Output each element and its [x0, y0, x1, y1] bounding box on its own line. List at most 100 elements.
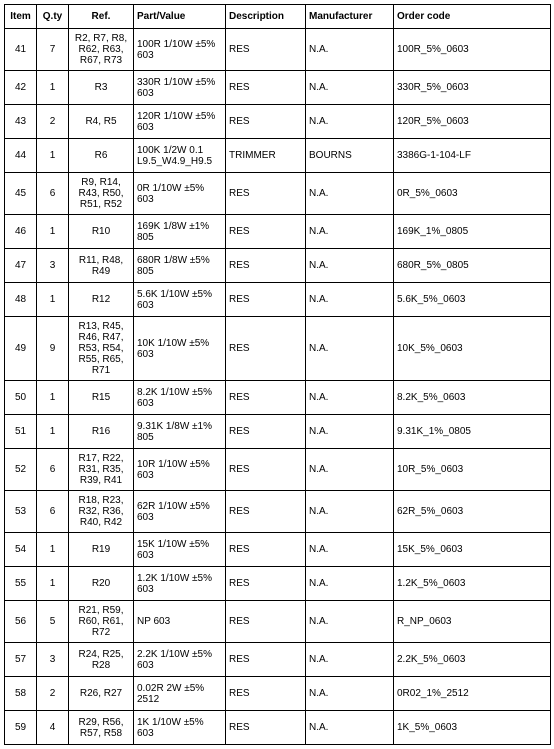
table-row: 582R26, R270.02R 2W ±5% 2512RESN.A.0R02_…: [5, 677, 551, 711]
cell-desc: RES: [226, 105, 306, 139]
cell-qty: 1: [37, 567, 69, 601]
cell-item: 52: [5, 449, 37, 491]
cell-order: 62R_5%_0603: [394, 491, 551, 533]
table-row: 441R6100K 1/2W 0.1 L9.5_W4.9_H9.5TRIMMER…: [5, 139, 551, 173]
cell-ref: R11, R48, R49: [69, 249, 134, 283]
cell-part: 100R 1/10W ±5% 603: [134, 29, 226, 71]
table-row: 473R11, R48, R49680R 1/8W ±5% 805RESN.A.…: [5, 249, 551, 283]
cell-mfr: N.A.: [306, 601, 394, 643]
cell-desc: RES: [226, 29, 306, 71]
cell-ref: R3: [69, 71, 134, 105]
cell-desc: RES: [226, 71, 306, 105]
cell-mfr: N.A.: [306, 449, 394, 491]
cell-desc: RES: [226, 533, 306, 567]
cell-qty: 1: [37, 215, 69, 249]
cell-part: 10R 1/10W ±5% 603: [134, 449, 226, 491]
cell-qty: 1: [37, 139, 69, 173]
cell-qty: 1: [37, 71, 69, 105]
table-row: 421R3330R 1/10W ±5% 603RESN.A.330R_5%_06…: [5, 71, 551, 105]
cell-mfr: N.A.: [306, 249, 394, 283]
cell-desc: RES: [226, 711, 306, 745]
cell-qty: 1: [37, 415, 69, 449]
cell-desc: RES: [226, 249, 306, 283]
col-header-item: Item: [5, 5, 37, 29]
cell-order: 15K_5%_0603: [394, 533, 551, 567]
cell-desc: RES: [226, 677, 306, 711]
cell-part: 120R 1/10W ±5% 603: [134, 105, 226, 139]
cell-order: 0R_5%_0603: [394, 173, 551, 215]
cell-order: 1.2K_5%_0603: [394, 567, 551, 601]
cell-ref: R29, R56, R57, R58: [69, 711, 134, 745]
cell-desc: RES: [226, 173, 306, 215]
cell-ref: R20: [69, 567, 134, 601]
cell-part: 62R 1/10W ±5% 603: [134, 491, 226, 533]
col-header-part: Part/Value: [134, 5, 226, 29]
cell-item: 55: [5, 567, 37, 601]
cell-part: 1.2K 1/10W ±5% 603: [134, 567, 226, 601]
cell-desc: RES: [226, 449, 306, 491]
bom-table: Item Q.ty Ref. Part/Value Description Ma…: [4, 4, 551, 745]
table-row: 461R10169K 1/8W ±1% 805RESN.A.169K_1%_08…: [5, 215, 551, 249]
cell-item: 51: [5, 415, 37, 449]
cell-part: 330R 1/10W ±5% 603: [134, 71, 226, 105]
table-row: 499R13, R45, R46, R47, R53, R54, R55, R6…: [5, 317, 551, 381]
col-header-ref: Ref.: [69, 5, 134, 29]
cell-qty: 3: [37, 249, 69, 283]
cell-mfr: N.A.: [306, 491, 394, 533]
cell-ref: R15: [69, 381, 134, 415]
table-row: 536R18, R23, R32, R36, R40, R4262R 1/10W…: [5, 491, 551, 533]
table-row: 541R1915K 1/10W ±5% 603RESN.A.15K_5%_060…: [5, 533, 551, 567]
cell-qty: 6: [37, 173, 69, 215]
table-row: 432R4, R5120R 1/10W ±5% 603RESN.A.120R_5…: [5, 105, 551, 139]
cell-item: 54: [5, 533, 37, 567]
cell-item: 59: [5, 711, 37, 745]
cell-qty: 1: [37, 533, 69, 567]
cell-item: 50: [5, 381, 37, 415]
col-header-desc: Description: [226, 5, 306, 29]
cell-qty: 5: [37, 601, 69, 643]
cell-ref: R18, R23, R32, R36, R40, R42: [69, 491, 134, 533]
cell-mfr: N.A.: [306, 173, 394, 215]
cell-item: 53: [5, 491, 37, 533]
cell-part: NP 603: [134, 601, 226, 643]
cell-item: 48: [5, 283, 37, 317]
cell-ref: R2, R7, R8, R62, R63, R67, R73: [69, 29, 134, 71]
table-header-row: Item Q.ty Ref. Part/Value Description Ma…: [5, 5, 551, 29]
cell-order: 10R_5%_0603: [394, 449, 551, 491]
cell-item: 49: [5, 317, 37, 381]
cell-part: 15K 1/10W ±5% 603: [134, 533, 226, 567]
cell-item: 57: [5, 643, 37, 677]
cell-order: 5.6K_5%_0603: [394, 283, 551, 317]
table-row: 551R201.2K 1/10W ±5% 603RESN.A.1.2K_5%_0…: [5, 567, 551, 601]
cell-mfr: N.A.: [306, 29, 394, 71]
cell-item: 58: [5, 677, 37, 711]
cell-part: 8.2K 1/10W ±5% 603: [134, 381, 226, 415]
cell-item: 44: [5, 139, 37, 173]
cell-order: 100R_5%_0603: [394, 29, 551, 71]
cell-order: 9.31K_1%_0805: [394, 415, 551, 449]
cell-ref: R26, R27: [69, 677, 134, 711]
cell-desc: RES: [226, 415, 306, 449]
cell-part: 2.2K 1/10W ±5% 603: [134, 643, 226, 677]
cell-mfr: N.A.: [306, 711, 394, 745]
cell-qty: 1: [37, 283, 69, 317]
cell-order: R_NP_0603: [394, 601, 551, 643]
cell-mfr: BOURNS: [306, 139, 394, 173]
table-row: 565R21, R59, R60, R61, R72NP 603RESN.A.R…: [5, 601, 551, 643]
cell-mfr: N.A.: [306, 677, 394, 711]
cell-ref: R17, R22, R31, R35, R39, R41: [69, 449, 134, 491]
cell-qty: 2: [37, 105, 69, 139]
cell-order: 169K_1%_0805: [394, 215, 551, 249]
cell-order: 2.2K_5%_0603: [394, 643, 551, 677]
table-row: 481R125.6K 1/10W ±5% 603RESN.A.5.6K_5%_0…: [5, 283, 551, 317]
col-header-qty: Q.ty: [37, 5, 69, 29]
cell-order: 0R02_1%_2512: [394, 677, 551, 711]
cell-ref: R21, R59, R60, R61, R72: [69, 601, 134, 643]
cell-part: 9.31K 1/8W ±1% 805: [134, 415, 226, 449]
cell-ref: R10: [69, 215, 134, 249]
cell-ref: R16: [69, 415, 134, 449]
cell-qty: 6: [37, 449, 69, 491]
cell-qty: 1: [37, 381, 69, 415]
cell-mfr: N.A.: [306, 643, 394, 677]
cell-desc: RES: [226, 215, 306, 249]
